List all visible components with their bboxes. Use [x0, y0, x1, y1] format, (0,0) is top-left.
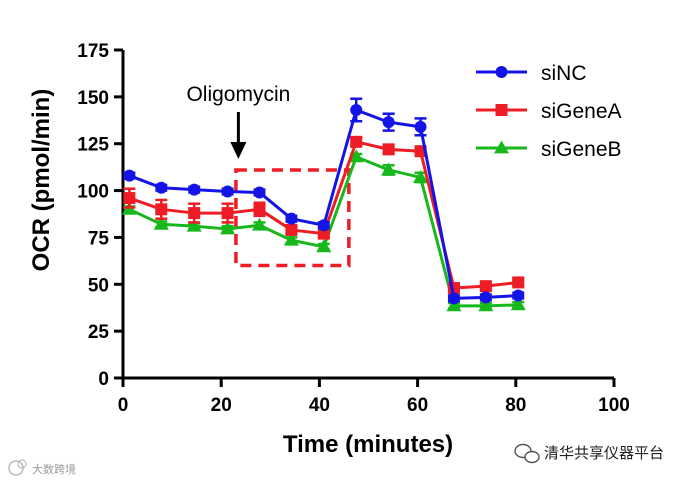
axes: 0 25 50 75 100 125 150 175 0 20 40 60 80 100: [77, 41, 630, 416]
data-point-siGeneB: [348, 149, 364, 163]
data-point-siGeneB: [316, 239, 332, 253]
legend-item-siGeneB: siGeneB: [476, 138, 622, 161]
legend-label: siNC: [541, 62, 587, 85]
x-tick-label: 40: [309, 395, 330, 416]
data-point-siGeneB: [186, 218, 202, 232]
legend-label: siGeneB: [541, 138, 622, 161]
x-tick-label: 20: [211, 395, 232, 416]
data-point-siGeneA: [123, 192, 136, 205]
series-siGeneB: [121, 149, 526, 312]
y-tick-label: 25: [88, 322, 110, 343]
y-tick-label: 175: [77, 41, 109, 62]
data-point-siGeneB: [220, 221, 236, 235]
data-point-siGeneA: [188, 207, 201, 220]
data-point-siNC: [382, 116, 395, 129]
data-point-siNC: [221, 185, 234, 198]
legend: siNC siGeneA siGeneB: [476, 62, 622, 161]
wechat-icon: [514, 443, 540, 464]
data-point-siGeneA: [285, 223, 298, 236]
legend-marker: [495, 104, 508, 116]
data-point-siGeneA: [155, 203, 168, 216]
legend-marker: [495, 66, 508, 78]
x-tick-label: 80: [505, 395, 526, 416]
watermark-right-text: 清华共享仪器平台: [544, 444, 664, 462]
data-point-siGeneA: [350, 135, 363, 148]
data-point-siGeneB: [510, 297, 526, 311]
legend-marker: [494, 140, 509, 154]
data-point-siNC: [188, 183, 201, 196]
data-point-siGeneB: [446, 298, 462, 312]
legend-item-siGeneA: siGeneA: [476, 100, 622, 123]
data-point-siNC: [123, 169, 136, 182]
watermark-right: 清华共享仪器平台: [514, 443, 664, 464]
x-tick-label: 60: [407, 395, 428, 416]
watermark-left-text: 大数跨境: [32, 462, 76, 476]
y-tick-label: 75: [88, 228, 110, 249]
series-line-siNC: [128, 108, 519, 300]
series-siGeneA: [123, 135, 525, 295]
data-point-siNC: [350, 103, 363, 116]
data-point-siGeneB: [283, 232, 299, 246]
highlight-box-group: [234, 168, 351, 268]
data-point-siNC: [155, 181, 168, 194]
series-siNC: [123, 97, 525, 305]
data-point-siNC: [253, 186, 266, 199]
data-point-siNC: [447, 292, 460, 305]
data-point-siGeneA: [512, 276, 525, 289]
data-point-siGeneB: [413, 169, 429, 183]
series-group: [121, 97, 526, 312]
data-point-siGeneA: [317, 227, 330, 240]
y-tick-label: 150: [77, 88, 109, 109]
watermark-left: 大数跨境: [8, 459, 76, 476]
annotation-label: Oligomycin: [186, 83, 290, 106]
data-point-siGeneB: [381, 162, 397, 176]
legend-label: siGeneA: [541, 100, 622, 123]
data-point-siNC: [317, 219, 330, 232]
data-point-siGeneB: [251, 217, 267, 231]
x-axis-title: Time (minutes): [283, 431, 453, 458]
data-point-siGeneA: [221, 207, 234, 220]
y-tick-label: 100: [77, 182, 109, 203]
data-point-siGeneA: [382, 143, 395, 156]
annotation-group: Oligomycin: [186, 83, 290, 159]
data-point-siGeneB: [478, 298, 494, 312]
legend-item-siNC: siNC: [476, 62, 587, 85]
x-tick-label: 100: [598, 395, 630, 416]
data-point-siNC: [479, 291, 492, 304]
data-point-siGeneA: [479, 280, 492, 293]
highlight-box: [234, 168, 351, 268]
annotation-arrow-head: [230, 142, 247, 159]
series-line-siGeneA: [128, 140, 519, 290]
x-tick-label: 0: [118, 395, 129, 416]
data-point-siGeneA: [253, 203, 266, 216]
y-tick-label: 125: [77, 135, 109, 156]
data-point-siNC: [414, 120, 427, 133]
y-tick-label: 50: [88, 275, 109, 296]
data-point-siNC: [285, 212, 298, 225]
data-point-siGeneB: [153, 216, 169, 230]
y-axis-title: OCR (pmol/min): [28, 89, 55, 272]
y-tick-label: 0: [98, 369, 109, 390]
watermark-logo-icon: [8, 459, 27, 476]
data-point-siNC: [512, 289, 525, 302]
